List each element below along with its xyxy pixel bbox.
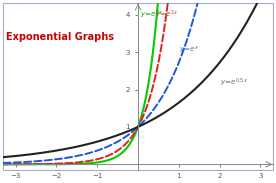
Text: $y\!=\!e^x$: $y\!=\!e^x$ [179,45,199,56]
Text: $y\!=\!e^{3x}$: $y\!=\!e^{3x}$ [140,9,163,21]
Text: Exponential Graphs: Exponential Graphs [6,31,113,42]
Bar [4,3,272,170]
Text: $y\!=\!e^{0.5x}$: $y\!=\!e^{0.5x}$ [219,76,248,89]
Text: $y\!=\!e^{2x}$: $y\!=\!e^{2x}$ [155,9,178,21]
